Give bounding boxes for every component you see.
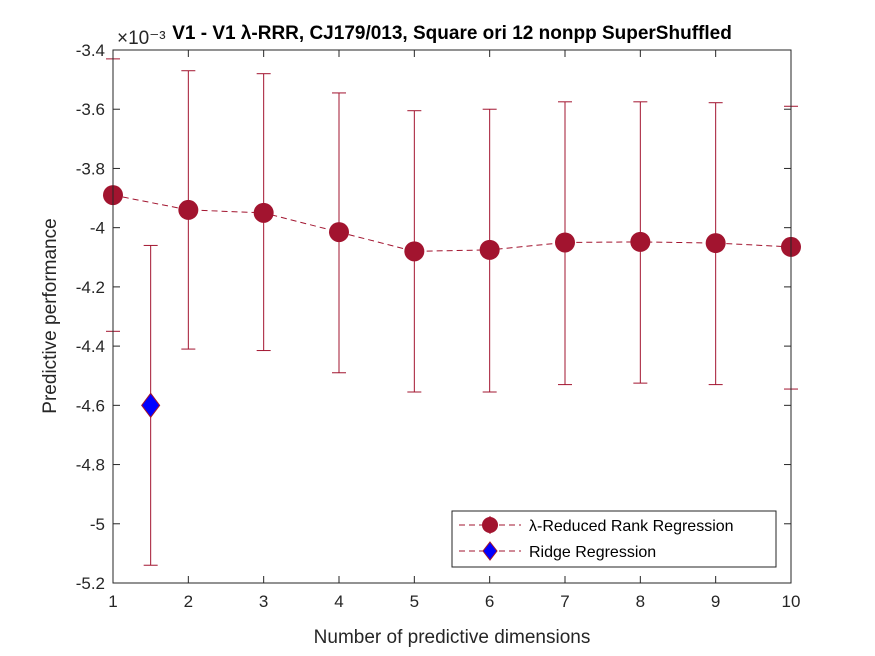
data-point (705, 233, 726, 254)
plot-area (113, 50, 791, 583)
x-tick-label: 4 (334, 592, 343, 611)
y-axis-label: Predictive performance (40, 218, 61, 413)
series-ridge (141, 244, 161, 566)
axes-layer (112, 49, 792, 584)
data-point (141, 392, 161, 419)
y-tick-label: -4.6 (76, 396, 105, 415)
x-tick-label: 6 (485, 592, 494, 611)
y-tick-label: -5 (90, 515, 105, 534)
x-tick-label: 9 (711, 592, 720, 611)
x-tick-label: 10 (782, 592, 801, 611)
ticks-layer: 1 2 3 4 5 6 7 8 9 10 -5.2 -5 -4.8 -4.6 -4.4 -4.2 -4 -3.8 -… (76, 41, 801, 611)
legend-box (451, 510, 777, 568)
x-axis-label: Number of predictive dimensions (314, 627, 591, 648)
data-point (329, 222, 349, 243)
y-tick-label: -4.2 (76, 278, 105, 297)
x-tick-label: 7 (560, 592, 569, 611)
y-tick-label: -3.6 (76, 100, 105, 119)
data-point (555, 232, 575, 253)
y-tick-label: -4.8 (76, 456, 105, 475)
chart-title: V1 - V1 λ-RRR, CJ179/013, Square ori 12 … (172, 23, 732, 44)
legend-label-rrr: λ-Reduced Rank Regression (529, 518, 734, 535)
x-tick-label: 3 (259, 592, 268, 611)
legend-marker-ridge (482, 541, 498, 561)
x-tick-label: 5 (410, 592, 419, 611)
y-tick-label: -4.4 (76, 337, 105, 356)
data-point (178, 199, 199, 220)
series-line (112, 194, 792, 252)
y-tick-label: -3.4 (76, 41, 105, 60)
y-tick-label: -5.2 (76, 574, 105, 593)
legend-label-ridge: Ridge Regression (529, 544, 656, 561)
data-point (630, 231, 651, 252)
x-tick-label: 2 (184, 592, 193, 611)
axes-box (112, 49, 792, 584)
y-exponent-label: ×10⁻³ (117, 28, 166, 49)
x-tick-label: 1 (108, 592, 117, 611)
data-point (253, 202, 274, 223)
legend: λ-Reduced Rank Regression Ridge Regressi… (451, 510, 777, 568)
y-tick-label: -3.8 (76, 159, 105, 178)
data-point (479, 239, 500, 260)
y-tick-label: -4 (90, 219, 105, 238)
x-tick-label: 8 (636, 592, 645, 611)
data-point (404, 241, 425, 262)
legend-marker-rrr (482, 517, 498, 533)
